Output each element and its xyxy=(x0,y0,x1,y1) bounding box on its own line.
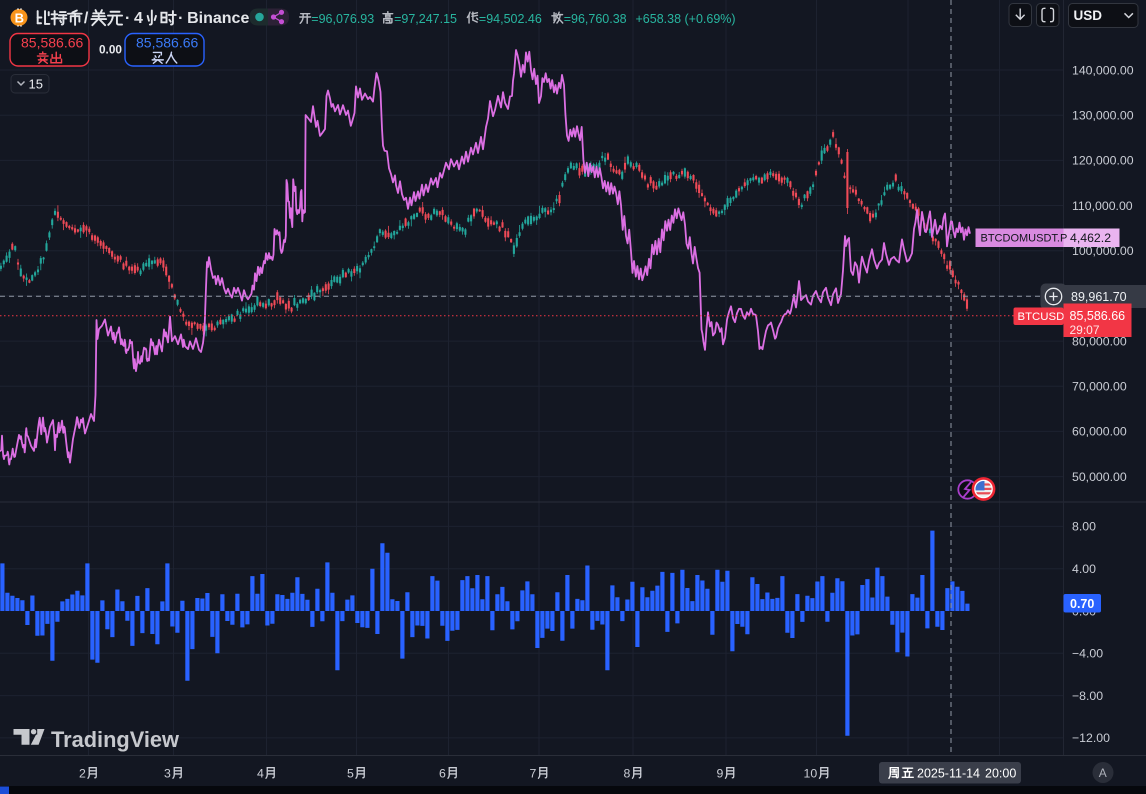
svg-text:8: 8 xyxy=(624,767,631,781)
svg-text:3: 3 xyxy=(164,767,171,781)
svg-text:=96,076.93: =96,076.93 xyxy=(311,12,374,26)
svg-text:=97,247.15: =97,247.15 xyxy=(394,12,457,26)
svg-text:0.00: 0.00 xyxy=(99,43,122,57)
svg-text:120,000.00: 120,000.00 xyxy=(1072,154,1134,168)
svg-text:100,000.00: 100,000.00 xyxy=(1072,244,1134,258)
svg-text:BTCUSD: BTCUSD xyxy=(1018,311,1065,323)
svg-text:Binance: Binance xyxy=(187,10,249,27)
svg-text:80,000.00: 80,000.00 xyxy=(1072,334,1127,348)
svg-text:29:07: 29:07 xyxy=(1070,323,1100,337)
svg-text:=94,502.46: =94,502.46 xyxy=(479,12,542,26)
svg-text:−4.00: −4.00 xyxy=(1072,647,1103,661)
svg-text:60,000.00: 60,000.00 xyxy=(1072,425,1127,439)
svg-text:140,000.00: 140,000.00 xyxy=(1072,63,1134,77)
svg-text:=96,760.38: =96,760.38 xyxy=(564,12,627,26)
svg-text:5: 5 xyxy=(347,767,354,781)
svg-text:B: B xyxy=(15,10,24,25)
svg-text:2: 2 xyxy=(79,767,86,781)
svg-text:85,586.66: 85,586.66 xyxy=(21,35,83,51)
svg-text:15: 15 xyxy=(29,77,43,92)
svg-text:10: 10 xyxy=(804,767,818,781)
svg-text:·: · xyxy=(125,10,130,27)
svg-text:A: A xyxy=(1099,766,1107,780)
svg-text:·: · xyxy=(178,10,183,27)
svg-text:0.70: 0.70 xyxy=(1070,597,1094,611)
svg-text:4: 4 xyxy=(134,10,143,27)
svg-text:−8.00: −8.00 xyxy=(1072,689,1103,703)
svg-text:85,586.66: 85,586.66 xyxy=(1070,309,1126,323)
svg-text:70,000.00: 70,000.00 xyxy=(1072,380,1127,394)
svg-text:20:00: 20:00 xyxy=(985,767,1016,781)
svg-text:130,000.00: 130,000.00 xyxy=(1072,109,1134,123)
svg-text:4.00: 4.00 xyxy=(1072,562,1096,576)
svg-text:110,000.00: 110,000.00 xyxy=(1072,199,1133,213)
svg-text:TradingView: TradingView xyxy=(51,727,179,752)
svg-text:9: 9 xyxy=(717,767,724,781)
svg-text:−12.00: −12.00 xyxy=(1072,731,1110,745)
svg-text:85,586.66: 85,586.66 xyxy=(136,35,198,51)
svg-text:8.00: 8.00 xyxy=(1072,520,1096,534)
svg-text:89,961.70: 89,961.70 xyxy=(1071,290,1127,304)
svg-text:7: 7 xyxy=(530,767,537,781)
svg-text:4,462.2: 4,462.2 xyxy=(1070,231,1111,245)
svg-text:50,000.00: 50,000.00 xyxy=(1072,470,1127,484)
svg-text:2025-11-14: 2025-11-14 xyxy=(917,767,980,781)
svg-text:6: 6 xyxy=(439,767,446,781)
svg-text:+658.38 (+0.69%): +658.38 (+0.69%) xyxy=(636,12,736,26)
svg-text:4: 4 xyxy=(257,767,264,781)
svg-text:BTCDOMUSDT.P: BTCDOMUSDT.P xyxy=(981,233,1068,245)
svg-text:USD: USD xyxy=(1074,8,1103,23)
svg-text:/: / xyxy=(84,10,89,27)
